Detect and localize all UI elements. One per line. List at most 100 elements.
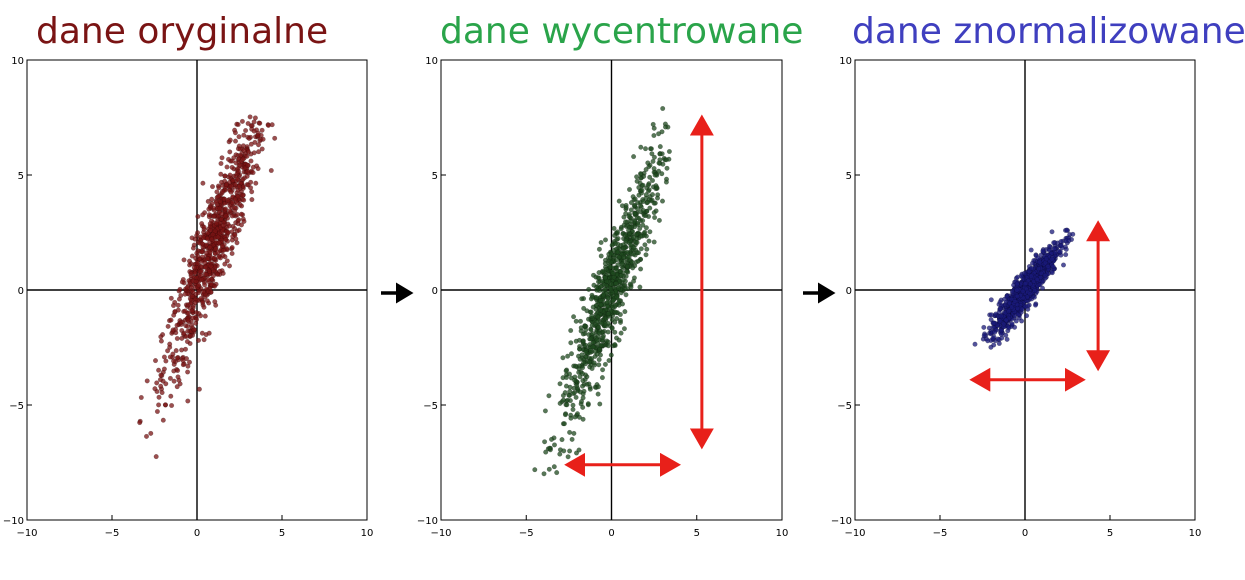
y-tick-label: 0	[432, 286, 438, 297]
scatter-point	[640, 222, 646, 228]
scatter-point	[1014, 281, 1020, 287]
scatter-point	[1012, 298, 1018, 304]
scatter-point	[557, 451, 563, 457]
scatter-point	[177, 286, 183, 292]
scatter-point	[223, 213, 229, 219]
scatter-point	[223, 182, 229, 188]
scatter-point	[569, 351, 575, 357]
scatter-point	[191, 327, 197, 333]
scatter-point	[209, 236, 215, 242]
scatter-point	[633, 239, 639, 245]
chart-title-centered: dane wycentrowane	[440, 11, 804, 52]
scatter-point	[180, 362, 186, 368]
scatter-point	[185, 398, 191, 404]
scatter-point	[174, 322, 180, 328]
scatter-point	[137, 420, 143, 426]
scatter-point	[651, 132, 657, 138]
scatter-point	[252, 115, 258, 121]
scatter-point	[614, 257, 620, 263]
scatter-point	[216, 254, 222, 260]
scatter-point	[239, 203, 245, 209]
scatter-point	[217, 198, 223, 204]
scatter-point	[214, 189, 220, 195]
scatter-point	[645, 160, 651, 166]
scatter-point	[192, 270, 198, 276]
scatter-point	[225, 197, 231, 203]
scatter-point	[216, 185, 222, 191]
scatter-point	[158, 338, 164, 344]
scatter-point	[138, 395, 144, 401]
scatter-point	[1018, 273, 1024, 279]
scatter-point	[574, 382, 580, 388]
scatter-point	[588, 336, 594, 342]
scatter-point	[232, 196, 238, 202]
scatter-point	[636, 184, 642, 190]
scatter-point	[184, 339, 190, 345]
scatter-point	[561, 448, 567, 454]
scatter-point	[631, 245, 637, 251]
scatter-point	[602, 275, 608, 281]
x-tick-label: −10	[430, 528, 451, 539]
scatter-point	[588, 347, 594, 353]
x-tick-label: 10	[1189, 528, 1202, 539]
scatter-point	[569, 436, 575, 442]
scatter-point	[231, 205, 237, 211]
scatter-point	[603, 237, 609, 243]
scatter-point	[612, 309, 618, 315]
scatter-point	[573, 318, 579, 324]
scatter-points	[137, 114, 278, 460]
scatter-point	[1009, 321, 1015, 327]
scatter-point	[229, 250, 235, 256]
y-tick-label: −5	[837, 401, 852, 412]
scatter-point	[552, 442, 558, 448]
scatter-point	[583, 350, 589, 356]
scatter-point	[238, 222, 244, 228]
scatter-point	[158, 372, 164, 378]
scatter-point	[179, 279, 185, 285]
scatter-point	[209, 196, 215, 202]
scatter-point	[193, 317, 199, 323]
scatter-point	[542, 439, 548, 445]
x-tick-label: 10	[776, 528, 789, 539]
scatter-point	[988, 344, 994, 350]
scatter-point	[557, 381, 563, 387]
scatter-point	[189, 293, 195, 299]
y-tick-label: 10	[11, 56, 24, 67]
scatter-point	[152, 358, 158, 364]
scatter-point	[656, 217, 662, 223]
scatter-point	[1001, 321, 1007, 327]
scatter-point	[636, 215, 642, 221]
y-tick-label: −10	[417, 516, 438, 527]
scatter-point	[241, 218, 247, 224]
scatter-point	[621, 245, 627, 251]
scatter-point	[635, 200, 641, 206]
scatter-point	[272, 135, 278, 141]
scatter-point	[255, 133, 261, 139]
x-tick-label: 5	[694, 528, 700, 539]
scatter-point	[663, 124, 669, 130]
scatter-point	[585, 401, 591, 407]
y-tick-label: 5	[18, 171, 24, 182]
scatter-point	[179, 347, 185, 353]
scatter-point	[572, 377, 578, 383]
scatter-point	[227, 137, 233, 143]
scatter-point	[168, 393, 174, 399]
scatter-point	[597, 401, 603, 407]
scatter-point	[203, 272, 209, 278]
scatter-point	[602, 361, 608, 367]
scatter-point	[991, 320, 997, 326]
scatter-point	[547, 445, 553, 451]
scatter-point	[580, 416, 586, 422]
scatter-point	[633, 259, 639, 265]
scatter-point	[174, 355, 180, 361]
scatter-point	[1029, 260, 1035, 266]
scatter-point	[245, 162, 251, 168]
scatter-point	[596, 324, 602, 330]
scatter-point	[223, 237, 229, 243]
scatter-point	[203, 264, 209, 270]
scatter-point	[590, 344, 596, 350]
scatter-point	[195, 213, 201, 219]
scatter-point	[152, 386, 158, 392]
scatter-point	[543, 449, 549, 455]
scatter-point	[181, 257, 187, 263]
